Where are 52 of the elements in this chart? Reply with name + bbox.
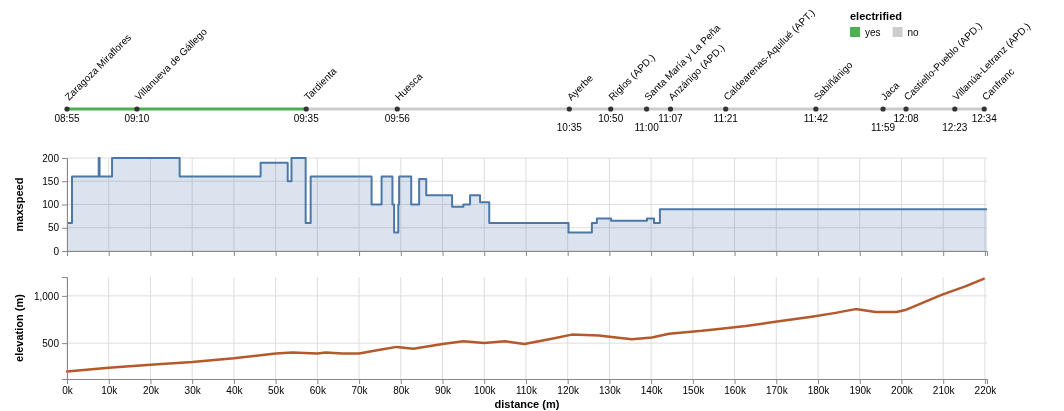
x-tick-label: 200k bbox=[891, 385, 914, 397]
text: 08:55 bbox=[54, 113, 80, 124]
x-tick-label: 130k bbox=[599, 385, 622, 397]
y-axis-title: maxspeed bbox=[13, 177, 25, 232]
text: 09:10 bbox=[124, 113, 150, 124]
x-tick-label: 50k bbox=[268, 385, 286, 397]
text: 11:21 bbox=[713, 113, 739, 124]
text: 10:35 bbox=[556, 122, 583, 133]
x-tick-label: 170k bbox=[765, 385, 789, 397]
text: 09:56 bbox=[384, 113, 411, 124]
x-tick-label: 190k bbox=[849, 385, 873, 397]
text: 11:00 bbox=[634, 122, 660, 133]
x-axis-title: distance (m) bbox=[494, 398, 560, 410]
text: 11:42 bbox=[803, 113, 829, 124]
legend-label: yes bbox=[865, 27, 881, 38]
x-tick-label: 40k bbox=[226, 385, 244, 397]
y-tick-label: 0 bbox=[53, 245, 60, 257]
text: 12:08 bbox=[893, 113, 919, 124]
x-tick-label: 90k bbox=[434, 385, 453, 397]
text: 12:23 bbox=[942, 122, 968, 133]
x-tick-label: 110k bbox=[515, 385, 538, 397]
x-tick-label: 100k bbox=[473, 385, 497, 397]
x-tick-label: 10k bbox=[101, 385, 119, 397]
y-tick-label: 100 bbox=[42, 199, 60, 211]
text: 11:59 bbox=[870, 122, 896, 133]
y-tick-label: 150 bbox=[42, 175, 60, 187]
x-tick-label: 150k bbox=[682, 385, 706, 397]
x-tick-label: 210k bbox=[932, 385, 956, 397]
legend-label: no bbox=[907, 27, 920, 38]
x-tick-label: 20k bbox=[142, 385, 161, 397]
text: 10:50 bbox=[598, 113, 624, 124]
x-tick-label: 0k bbox=[62, 385, 74, 397]
y-tick-label: 50 bbox=[47, 222, 60, 234]
text: 12:34 bbox=[971, 113, 998, 124]
x-tick-label: 120k bbox=[557, 385, 581, 397]
y-tick-label: 200 bbox=[42, 152, 60, 164]
y-tick-label: 500 bbox=[42, 337, 60, 349]
x-tick-label: 160k bbox=[724, 385, 747, 397]
x-tick-label: 140k bbox=[640, 385, 664, 397]
text: 11:07 bbox=[658, 113, 684, 124]
x-tick-label: 30k bbox=[184, 385, 202, 397]
text: Jaca bbox=[878, 79, 902, 103]
x-tick-label: 180k bbox=[807, 385, 831, 397]
x-tick-label: 70k bbox=[351, 385, 369, 397]
line-series bbox=[65, 277, 985, 373]
legend-title: electrified bbox=[850, 10, 902, 22]
x-tick-label: 220k bbox=[974, 385, 998, 397]
y-axis-title: elevation (m) bbox=[13, 293, 25, 362]
x-tick-label: 60k bbox=[309, 385, 327, 397]
text: 09:35 bbox=[293, 113, 320, 124]
y-tick-label: 1,000 bbox=[33, 290, 60, 302]
x-tick-label: 80k bbox=[393, 385, 411, 397]
